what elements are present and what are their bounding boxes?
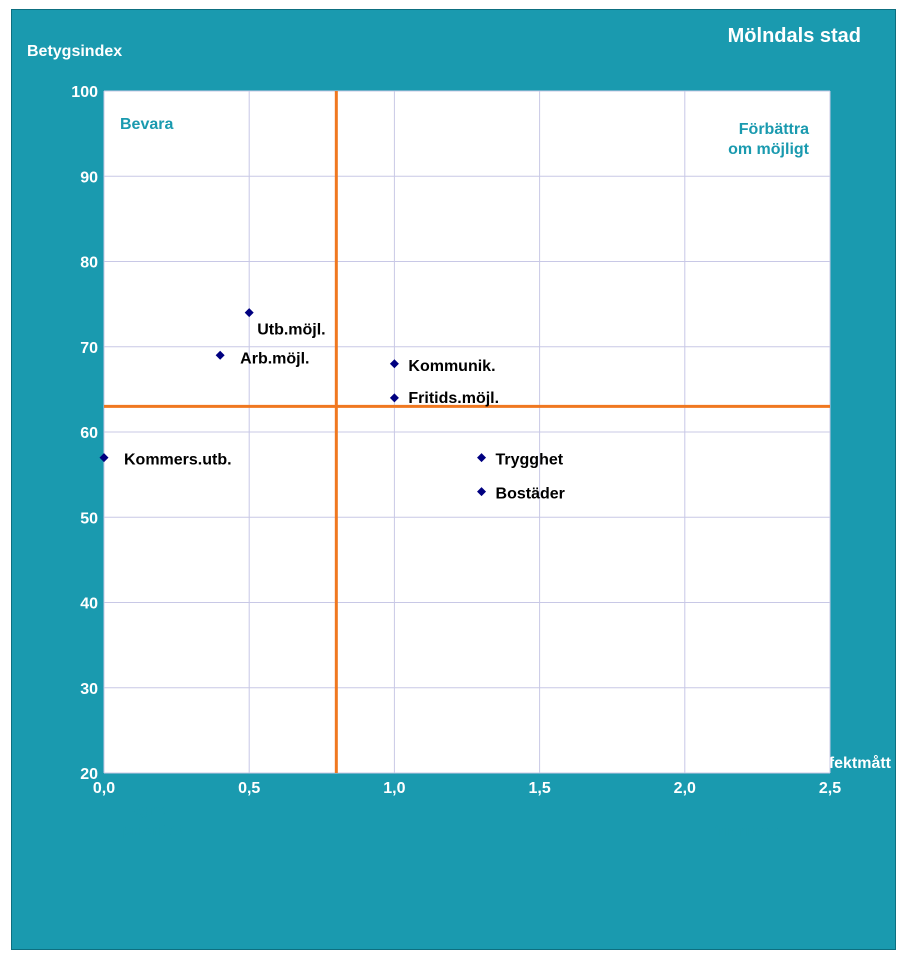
y-tick-label: 100	[71, 84, 98, 101]
x-tick-label: 0,0	[93, 780, 115, 797]
quadrant-label-lagre-prioritet: Lägre prioritet	[122, 802, 183, 839]
data-point	[389, 393, 399, 403]
scatter-chart: Mölndals stad Betygsindex Effektmått 0,0…	[27, 25, 892, 840]
y-tick-label: 90	[80, 169, 98, 186]
y-tick-label: 70	[80, 340, 98, 357]
y-tick-label: 20	[80, 766, 98, 783]
data-point	[215, 350, 225, 360]
y-axis-label: Betygsindex	[27, 43, 122, 60]
data-point-label: Kommunik.	[408, 358, 495, 375]
y-tick-label: 40	[80, 596, 98, 613]
y-tick-label: 60	[80, 425, 98, 442]
chart-title: Mölndals stad	[728, 25, 861, 47]
x-tick-label: 1,0	[383, 780, 405, 797]
data-point	[477, 453, 487, 463]
data-point-label: Kommers.utb.	[124, 452, 232, 469]
x-tick-label: 1,5	[528, 780, 550, 797]
x-axis-label: Effektmått	[813, 754, 892, 772]
x-tick-label: 2,0	[674, 780, 696, 797]
tick-labels: 0,0 0,5 1,0 1,5 2,0 2,5 20 30 40 50 60 70 80 90 100	[71, 84, 841, 797]
y-tick-label: 80	[80, 255, 98, 272]
quadrant-label-forbattra: Förbättra om möjligt	[728, 121, 810, 158]
data-point-label: Utb.möjl.	[257, 322, 325, 339]
chart-frame: Mölndals stad Betygsindex Effektmått 0,0…	[11, 9, 896, 950]
reference-lines	[104, 91, 830, 773]
data-point	[99, 453, 109, 463]
data-point-label: Fritids.möjl.	[408, 390, 499, 407]
data-point	[389, 359, 399, 369]
grid-lines	[103, 90, 831, 774]
data-points: Utb.möjl. Arb.möjl. Kommunik. Fritids.möjl.…	[99, 308, 565, 503]
x-tick-label: 2,5	[819, 780, 841, 797]
x-tick-label: 0,5	[238, 780, 260, 797]
data-point	[244, 308, 254, 318]
data-point-label: Trygghet	[496, 452, 564, 469]
data-point-label: Bostäder	[496, 486, 565, 503]
quadrant-label-bevara: Bevara	[120, 116, 173, 133]
data-point	[477, 487, 487, 497]
y-tick-label: 30	[80, 681, 98, 698]
y-tick-label: 50	[80, 510, 98, 527]
quadrant-labels: Bevara Förbättra om möjligt Lägre prioritet P…	[120, 116, 810, 840]
data-point-label: Arb.möjl.	[240, 350, 309, 367]
quadrant-label-prioritera: Prioritera	[708, 823, 779, 840]
